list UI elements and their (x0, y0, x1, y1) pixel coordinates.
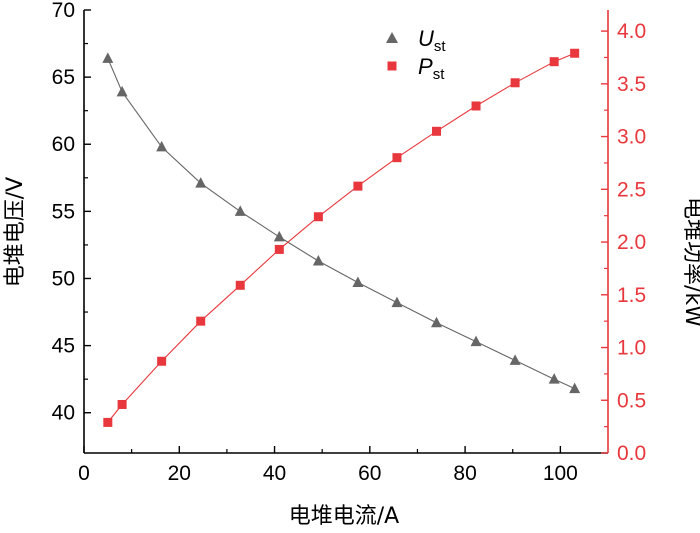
data-point-p (117, 399, 127, 409)
x-tick-label: 0 (78, 462, 90, 485)
legend-marker-u (386, 32, 398, 43)
data-point-p (432, 126, 442, 136)
data-point-u (431, 316, 443, 328)
data-point-p (392, 153, 402, 163)
data-point-u (569, 382, 581, 394)
right-y-axis-title: 电堆功率/kW (680, 197, 700, 327)
left-y-tick-label: 55 (52, 200, 75, 223)
data-point-u (509, 354, 521, 365)
data-point-u (312, 255, 324, 266)
left-y-tick-label: 60 (52, 133, 75, 156)
legend-label-p: Pst (418, 54, 445, 83)
data-point-p (353, 181, 363, 191)
left-y-tick-label: 40 (52, 402, 75, 425)
data-point-u (548, 373, 560, 384)
legend-label-u: Ust (418, 26, 446, 55)
x-axis-title: 电堆电流/A (289, 504, 399, 529)
x-tick-label: 80 (453, 462, 476, 485)
data-point-p (235, 280, 245, 290)
data-point-p (471, 101, 481, 111)
right-y-tick-label: 0.0 (617, 442, 646, 465)
data-point-u (470, 335, 482, 347)
data-point-p (549, 57, 559, 67)
data-point-p (313, 212, 323, 222)
left-y-tick-label: 65 (52, 66, 75, 89)
data-point-u (195, 177, 207, 188)
data-point-u (102, 52, 114, 63)
data-point-u (391, 296, 403, 308)
x-tick-label: 20 (168, 462, 191, 485)
right-y-tick-label: 3.0 (617, 126, 646, 149)
data-point-u (273, 230, 285, 242)
legend-label-subscript: st (434, 38, 447, 55)
data-point-p (570, 48, 580, 58)
right-y-tick-label: 1.0 (617, 337, 646, 360)
x-tick-label: 60 (358, 462, 381, 485)
data-point-p (157, 356, 167, 366)
right-y-tick-label: 3.5 (617, 73, 646, 96)
series-line-p (107, 52, 575, 423)
x-tick-label: 40 (263, 462, 286, 485)
series-line-u (107, 58, 575, 390)
x-tick-label: 100 (543, 462, 578, 485)
right-y-tick-label: 4.0 (617, 20, 646, 43)
legend-label-subscript: st (433, 66, 446, 83)
right-y-tick-label: 2.5 (617, 178, 646, 201)
data-point-u (234, 205, 246, 216)
legend-marker-p (387, 61, 397, 71)
left-y-tick-label: 50 (52, 267, 75, 290)
data-point-u (156, 140, 168, 152)
left-y-tick-label: 70 (52, 0, 75, 22)
data-point-u (116, 85, 128, 97)
right-y-tick-label: 1.5 (617, 284, 646, 307)
right-y-tick-label: 2.0 (617, 231, 646, 254)
data-point-u (352, 276, 364, 288)
right-y-tick-label: 0.5 (617, 389, 646, 412)
data-point-p (103, 417, 113, 427)
left-y-axis-title: 电堆电压/V (3, 177, 28, 287)
data-point-p (510, 78, 520, 88)
data-point-p (196, 316, 206, 326)
data-point-p (274, 244, 284, 254)
left-y-tick-label: 45 (52, 335, 75, 358)
